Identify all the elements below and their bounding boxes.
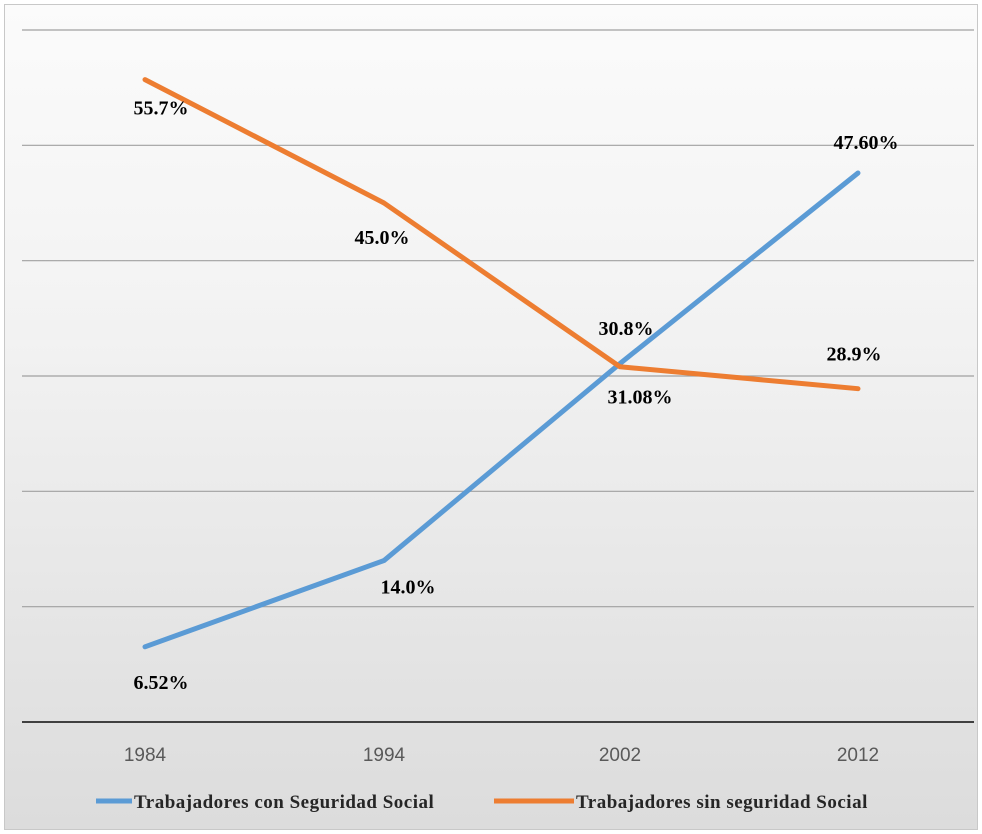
x-tick-label: 1994 [363,745,406,766]
x-tick-label: 2002 [599,745,641,766]
legend-label: Trabajadores con Seguridad Social [134,792,434,813]
data-label: 55.7% [134,98,189,120]
legend-label: Trabajadores sin seguridad Social [576,792,868,813]
x-axis-ticks: 1984 1994 2002 2012 [124,745,879,766]
data-label: 45.0% [355,227,410,249]
data-label: 47.60% [834,132,899,154]
data-label: 31.08% [608,387,673,409]
series-lines [142,77,861,650]
series-line-1 [142,170,861,650]
data-label: 30.8% [599,318,654,340]
data-labels: 6.52% 14.0% 31.08% 47.60% 55.7% 45.0% 30.8% 28.… [134,98,899,694]
data-label: 6.52% [134,672,189,694]
series-line-2 [142,77,861,392]
legend: Trabajadores con Seguridad Social Trabaja… [96,792,868,813]
x-tick-label: 2012 [837,745,879,766]
x-tick-label: 1984 [124,745,167,766]
chart-frame [4,4,978,830]
data-label: 14.0% [381,577,436,599]
gridlines [22,29,974,608]
data-label: 28.9% [827,344,882,366]
